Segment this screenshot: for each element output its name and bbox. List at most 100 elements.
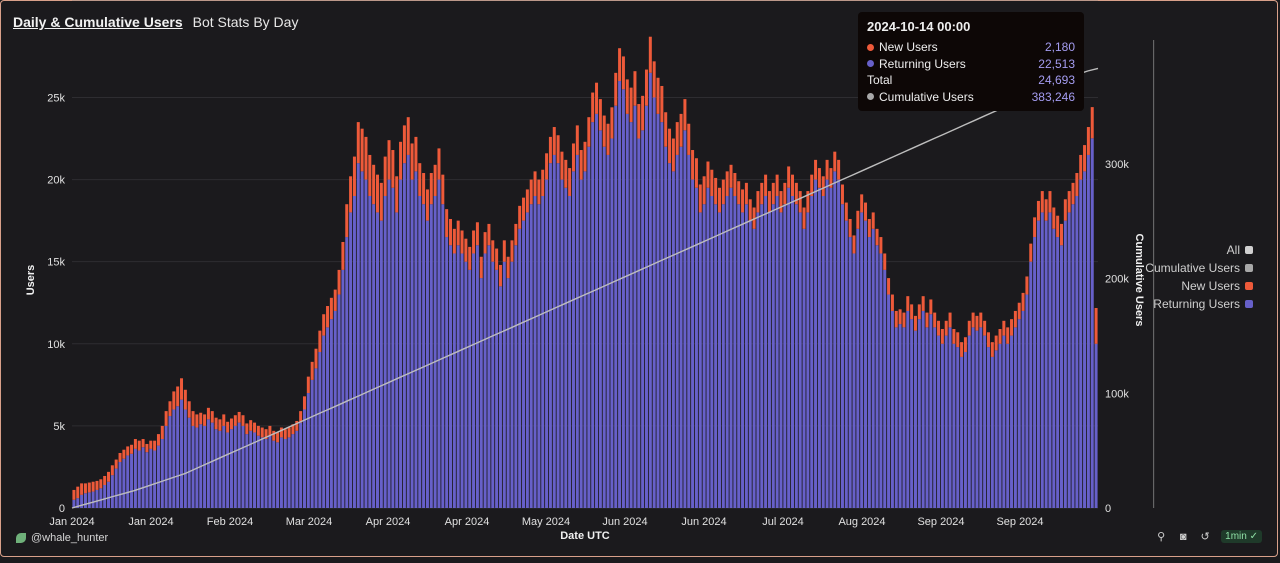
tooltip-row-label: Cumulative Users — [867, 90, 974, 104]
refresh-interval-badge[interactable]: 1min ✓ — [1221, 530, 1262, 543]
bar-returning-users — [633, 105, 637, 509]
refresh-icon[interactable]: ↺ — [1200, 531, 1210, 543]
y-tick-label: 10k — [47, 339, 65, 351]
series-dot-icon — [867, 60, 874, 68]
share-icon[interactable]: ⚲ — [1157, 531, 1166, 543]
bar-new-users — [87, 482, 91, 493]
bar-new-users — [1025, 276, 1029, 295]
bar-new-users — [552, 127, 556, 155]
bar-new-users — [522, 197, 526, 221]
legend-item-label: Cumulative Users — [1145, 261, 1240, 275]
bar-returning-users — [410, 179, 414, 508]
author-handle[interactable]: @whale_hunter — [31, 532, 109, 544]
bar-new-users — [963, 337, 967, 352]
bar-new-users — [514, 223, 518, 246]
bar-returning-users — [694, 187, 698, 508]
x-tick-label: Jan 2024 — [128, 516, 173, 528]
bar-returning-users — [349, 212, 353, 508]
bar-new-users — [875, 228, 879, 246]
x-tick-label: Mar 2024 — [286, 516, 332, 528]
y2-tick-label: 200k — [1105, 274, 1129, 286]
bar-new-users — [641, 95, 645, 131]
bar-new-users — [933, 312, 937, 328]
bar-new-users — [352, 156, 356, 196]
bar-returning-users — [483, 253, 487, 508]
bar-new-users — [691, 150, 695, 180]
bar-new-users — [1021, 292, 1025, 311]
bar-new-users — [76, 486, 80, 499]
bar-returning-users — [1010, 335, 1014, 508]
tab-daily-cumulative-users[interactable]: Daily & Cumulative Users — [13, 14, 183, 30]
bar-returning-users — [468, 269, 472, 508]
bar-new-users — [437, 148, 441, 180]
bar-new-users — [314, 348, 318, 369]
bar-new-users — [775, 174, 779, 196]
refresh-interval: 1min — [1225, 531, 1247, 542]
tab-bot-stats-by-day[interactable]: Bot Stats By Day — [192, 14, 299, 30]
bar-returning-users — [986, 347, 990, 508]
bar-new-users — [817, 168, 821, 188]
bar-new-users — [241, 415, 245, 426]
bar-new-users — [610, 107, 614, 139]
bar-returning-users — [956, 347, 960, 508]
bar-new-users — [983, 320, 987, 336]
legend-item[interactable]: Cumulative Users — [1145, 259, 1253, 277]
bar-returning-users — [548, 163, 552, 508]
bar-new-users — [83, 483, 87, 494]
bar-new-users — [925, 312, 929, 328]
bar-new-users — [614, 72, 618, 106]
bar-returning-users — [568, 196, 572, 508]
bar-new-users — [410, 143, 414, 180]
bar-returning-users — [183, 409, 187, 508]
bar-new-users — [464, 238, 468, 262]
legend-item[interactable]: Returning Users — [1145, 295, 1253, 313]
bar-new-users — [449, 218, 453, 246]
bar-returning-users — [203, 425, 207, 508]
bar-new-users — [145, 443, 149, 453]
bar-returning-users — [452, 253, 456, 508]
bar-new-users — [629, 87, 633, 123]
bar-new-users — [153, 440, 157, 451]
bar-returning-users — [180, 399, 184, 508]
bar-returning-users — [1083, 171, 1087, 509]
bar-new-users — [529, 179, 533, 205]
bar-returning-users — [222, 425, 226, 508]
bar-new-users — [825, 159, 829, 180]
bar-new-users — [349, 176, 353, 213]
bar-new-users — [1063, 199, 1067, 221]
tooltip-value: 22,513 — [1038, 56, 1075, 71]
bar-new-users — [345, 204, 349, 238]
bar-returning-users — [414, 171, 418, 509]
bar-returning-users — [418, 196, 422, 508]
legend-item[interactable]: New Users — [1145, 277, 1253, 295]
bar-new-users — [218, 419, 222, 431]
bar-new-users — [406, 117, 410, 155]
bar-new-users — [103, 475, 107, 486]
bar-returning-users — [806, 212, 810, 508]
bar-new-users — [322, 314, 326, 336]
bar-returning-users — [495, 269, 499, 508]
legend-item[interactable]: All — [1145, 241, 1253, 259]
bar-returning-users — [326, 327, 330, 508]
bar-new-users — [1010, 319, 1014, 336]
bar-returning-users — [295, 430, 299, 508]
bar-returning-users — [287, 437, 291, 508]
bar-returning-users — [314, 368, 318, 508]
bar-new-users — [229, 418, 233, 430]
legend-item-label: All — [1226, 243, 1240, 257]
bar-returning-users — [610, 138, 614, 509]
bar-new-users — [133, 439, 137, 449]
bar-returning-users — [522, 220, 526, 508]
bar-returning-users — [322, 335, 326, 508]
bar-returning-users — [433, 196, 437, 508]
bar-new-users — [883, 253, 887, 270]
bar-new-users — [1056, 215, 1060, 238]
bar-returning-users — [475, 245, 479, 508]
camera-icon[interactable]: ◙ — [1179, 530, 1187, 543]
bar-returning-users — [1056, 237, 1060, 509]
bar-returning-users — [122, 458, 126, 508]
bar-returning-users — [1033, 237, 1037, 509]
bar-returning-users — [406, 154, 410, 508]
